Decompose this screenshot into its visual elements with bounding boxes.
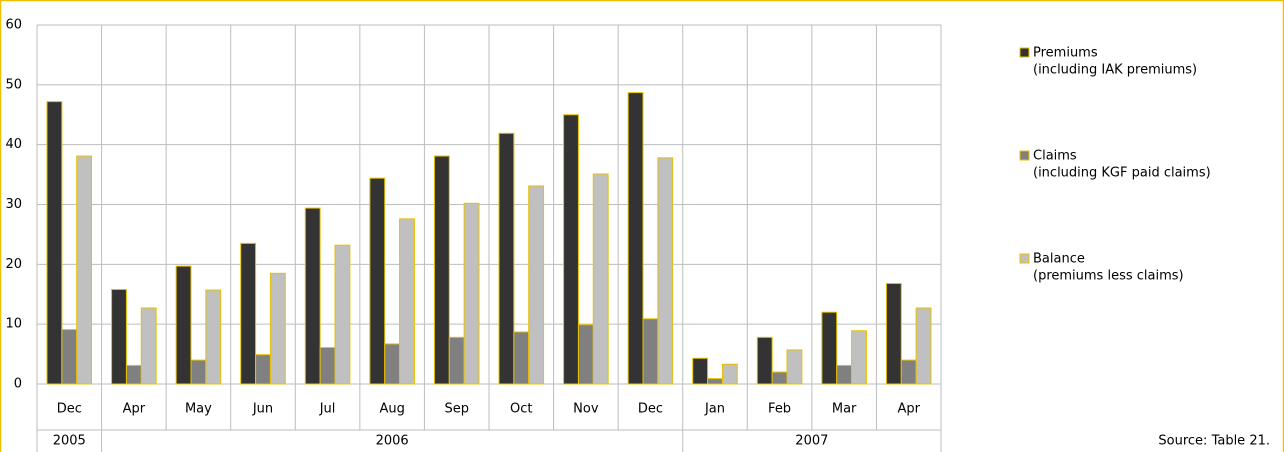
legend-label: Claims	[1033, 149, 1077, 164]
x-tick-label: Dec	[638, 402, 663, 417]
bar	[642, 318, 659, 385]
bar	[463, 202, 480, 385]
bar	[399, 218, 415, 385]
y-tick-label: 40	[5, 137, 22, 152]
bar	[851, 330, 867, 385]
bar	[190, 359, 207, 385]
bar	[255, 354, 271, 385]
bar	[707, 378, 723, 385]
legend-swatch	[1019, 150, 1030, 161]
bar	[692, 357, 709, 385]
bar	[915, 307, 932, 385]
legend-label: Balance	[1033, 252, 1085, 267]
bar	[657, 157, 674, 385]
bar	[319, 347, 336, 385]
bar	[577, 324, 594, 385]
bar	[721, 363, 738, 385]
y-tick-label: 0	[14, 377, 22, 392]
bar	[786, 349, 803, 385]
x-tick-label: Sep	[444, 402, 469, 417]
bar	[592, 173, 609, 385]
x-tick-label: Feb	[768, 402, 791, 417]
x-tick-label: Aug	[379, 402, 404, 417]
bar	[563, 114, 579, 385]
legend-description: (premiums less claims)	[1033, 269, 1184, 284]
bar	[885, 282, 902, 385]
bar	[125, 364, 142, 385]
bar	[448, 336, 465, 385]
legend-swatch	[1019, 47, 1030, 58]
y-tick-label: 60	[5, 18, 22, 33]
x-tick-label: Jun	[252, 402, 273, 417]
y-tick-label: 50	[5, 77, 22, 92]
bar	[627, 92, 644, 385]
bar	[240, 242, 257, 385]
bar	[836, 364, 853, 385]
group-label: 2006	[376, 434, 409, 449]
y-tick-label: 10	[5, 317, 22, 332]
bar	[756, 336, 773, 385]
bar	[140, 307, 157, 385]
x-tick-label: Oct	[510, 402, 532, 417]
legend-label: Premiums	[1033, 46, 1098, 61]
group-label: 2007	[795, 434, 828, 449]
legend-description: (including KGF paid claims)	[1033, 166, 1211, 181]
group-label: 2005	[53, 434, 86, 449]
bar	[498, 132, 515, 385]
bar	[384, 343, 401, 385]
bar	[76, 155, 93, 385]
bar	[46, 101, 63, 385]
x-tick-label: Jul	[319, 402, 336, 417]
y-tick-label: 30	[5, 197, 22, 212]
bar	[304, 207, 321, 385]
y-tick-label: 20	[5, 257, 22, 272]
bar	[175, 265, 192, 385]
x-tick-label: Jan	[704, 402, 725, 417]
bar	[369, 177, 386, 385]
bar	[334, 244, 351, 385]
bar	[433, 155, 450, 385]
bar	[111, 288, 127, 385]
bar	[821, 311, 838, 385]
x-tick-label: Apr	[897, 402, 920, 417]
legend-description: (including IAK premiums)	[1033, 63, 1197, 78]
bar	[513, 331, 530, 385]
bar	[771, 371, 788, 385]
bar	[205, 289, 222, 385]
legend-swatch	[1019, 253, 1030, 264]
x-tick-label: Nov	[573, 402, 599, 417]
x-tick-label: May	[185, 402, 212, 417]
x-tick-label: Dec	[57, 402, 82, 417]
x-tick-label: Mar	[832, 402, 857, 417]
bar	[269, 272, 286, 385]
bar	[528, 185, 545, 385]
bar	[900, 359, 917, 385]
source-note: Source: Table 21.	[1158, 434, 1270, 449]
bar	[61, 329, 78, 385]
x-tick-label: Apr	[123, 402, 146, 417]
